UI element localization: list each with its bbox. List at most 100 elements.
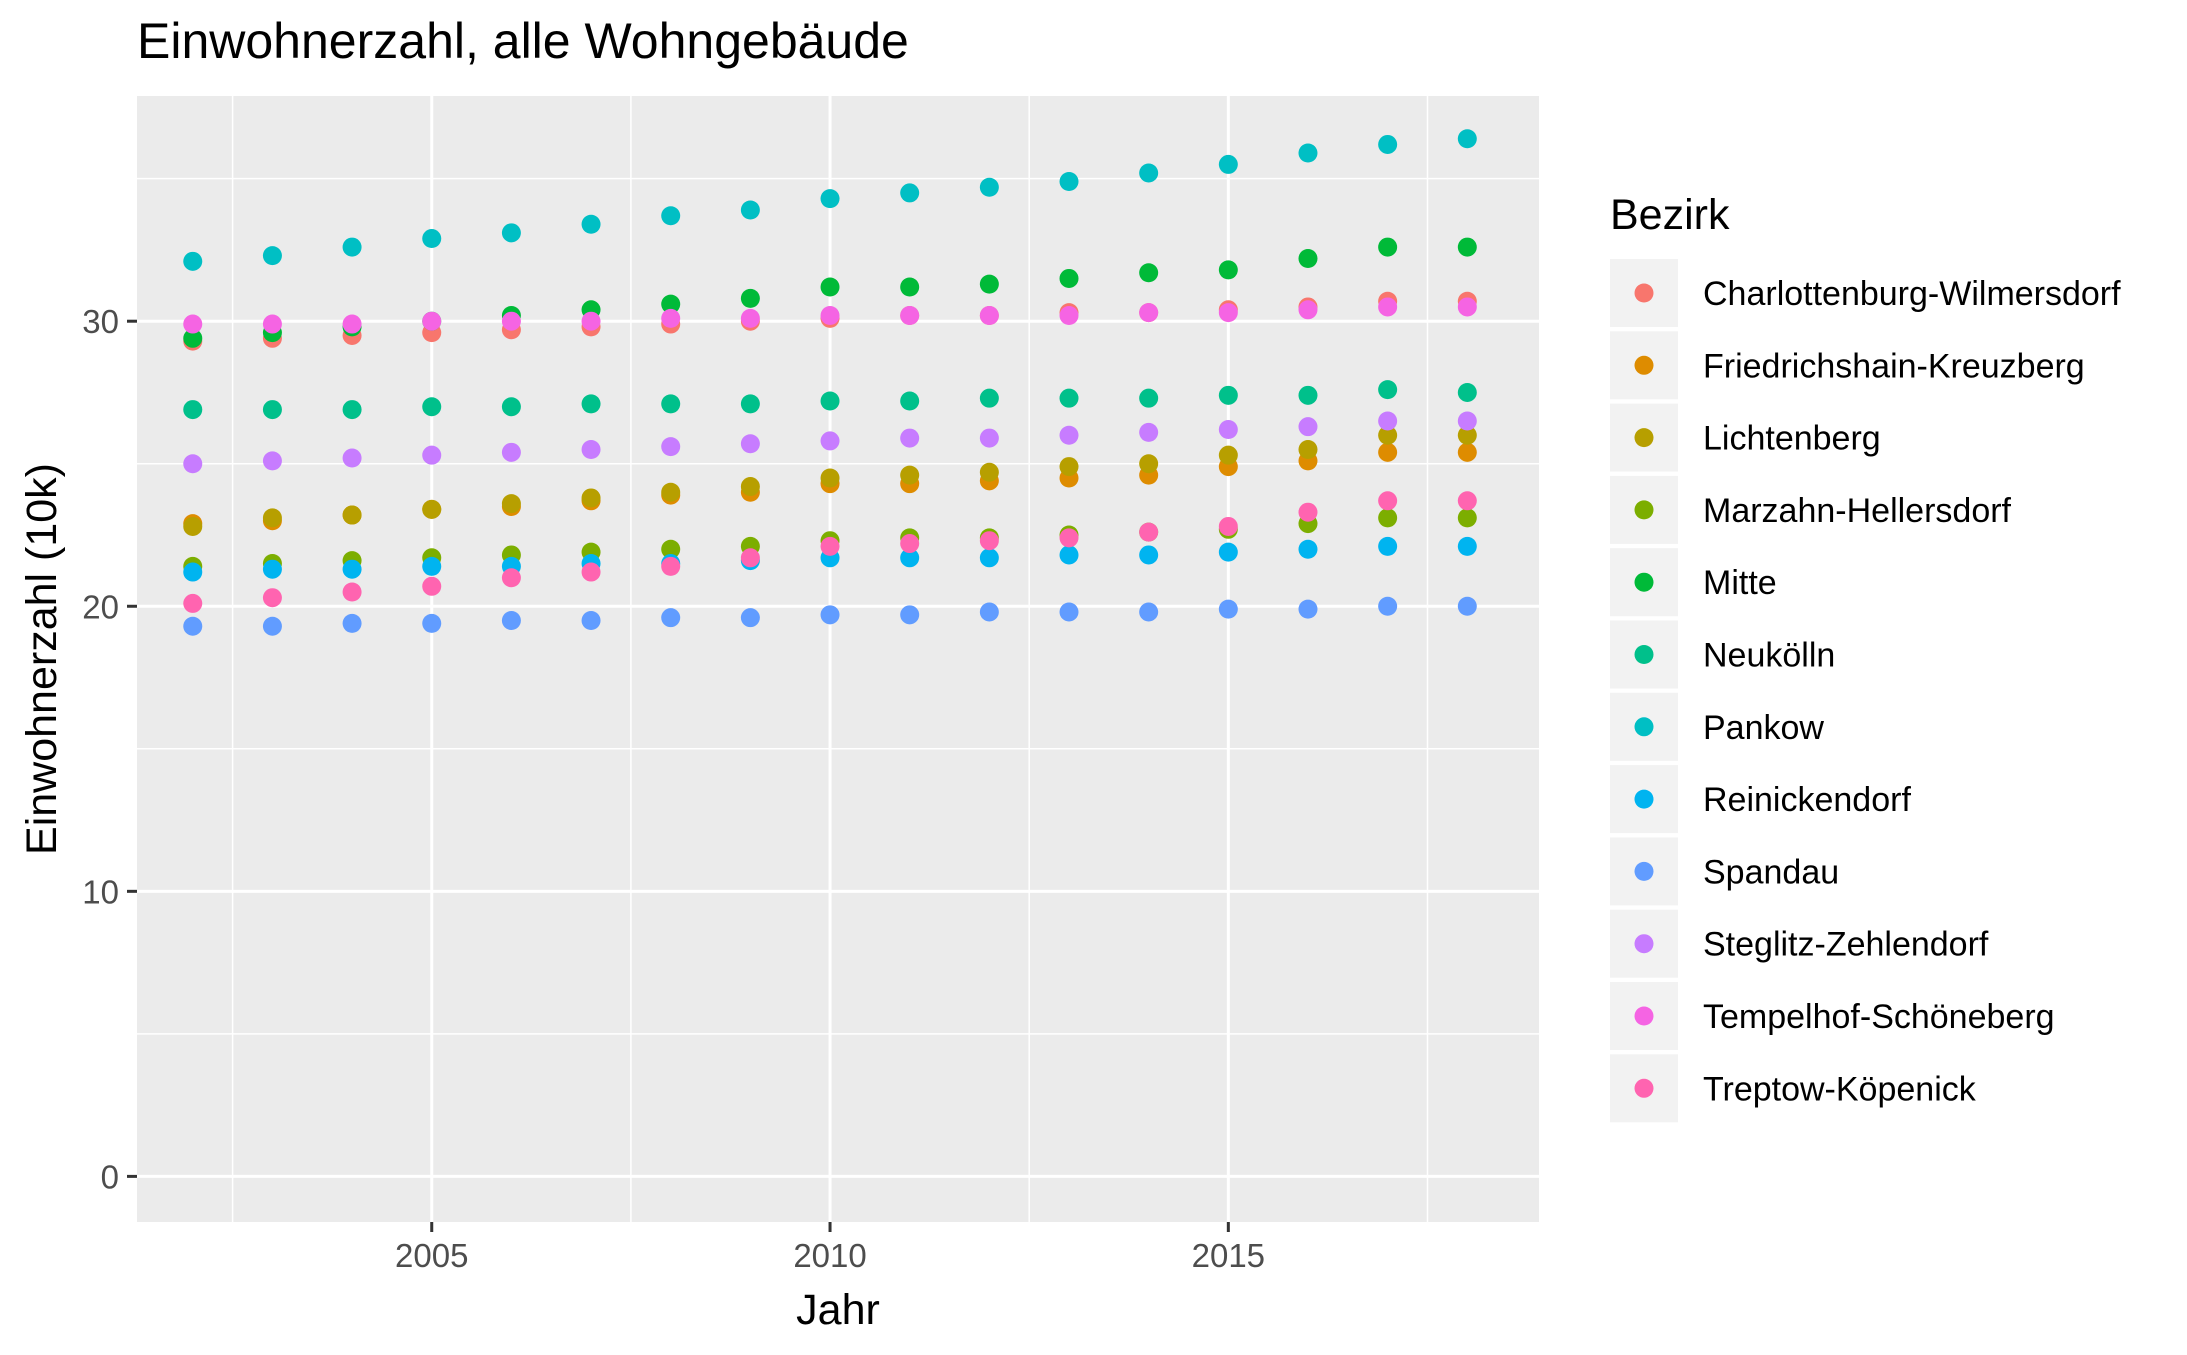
- data-point: [581, 488, 601, 508]
- legend-label: Lichtenberg: [1703, 420, 1881, 458]
- y-tick-label: 30: [82, 303, 119, 340]
- data-point: [1218, 303, 1238, 323]
- data-point: [1298, 385, 1318, 405]
- x-tick-label: 2015: [1192, 1237, 1265, 1274]
- data-point: [740, 394, 760, 414]
- data-point: [661, 394, 681, 414]
- data-point: [740, 477, 760, 497]
- data-point: [183, 328, 203, 348]
- chart-title: Einwohnerzahl, alle Wohngebäude: [137, 13, 909, 69]
- data-point: [422, 576, 442, 596]
- x-axis: 2005 2010 2015: [395, 1222, 1265, 1274]
- data-point: [979, 274, 999, 294]
- data-point: [342, 314, 362, 334]
- data-point: [262, 588, 282, 608]
- data-point: [900, 391, 920, 411]
- data-point: [342, 400, 362, 420]
- data-point: [900, 605, 920, 625]
- legend-key-point: [1634, 934, 1654, 954]
- data-point: [183, 562, 203, 582]
- data-point: [1378, 442, 1398, 462]
- data-point: [183, 516, 203, 536]
- data-point: [1457, 297, 1477, 317]
- legend-label: Marzahn-Hellersdorf: [1703, 492, 2012, 530]
- data-point: [1457, 237, 1477, 257]
- data-point: [1457, 129, 1477, 149]
- data-point: [1139, 422, 1159, 442]
- data-point: [1139, 263, 1159, 283]
- data-point: [1378, 411, 1398, 431]
- data-point: [581, 562, 601, 582]
- data-point: [740, 548, 760, 568]
- data-point: [501, 494, 521, 514]
- data-point: [262, 400, 282, 420]
- data-point: [740, 308, 760, 328]
- data-point: [262, 451, 282, 471]
- data-point: [1298, 539, 1318, 559]
- data-point: [1457, 491, 1477, 511]
- legend-label: Spandau: [1703, 853, 1839, 891]
- data-point: [342, 613, 362, 633]
- data-point: [1457, 425, 1477, 445]
- data-point: [1059, 268, 1079, 288]
- legend-label: Reinickendorf: [1703, 781, 1911, 819]
- data-point: [820, 468, 840, 488]
- data-point: [1218, 385, 1238, 405]
- data-point: [661, 206, 681, 226]
- legend-items: Charlottenburg-Wilmersdorf Friedrichshain…: [1610, 259, 2121, 1123]
- data-point: [262, 314, 282, 334]
- data-point: [900, 305, 920, 325]
- data-point: [661, 482, 681, 502]
- y-axis: 0 10 20 30: [82, 303, 137, 1195]
- data-point: [820, 605, 840, 625]
- data-point: [1139, 454, 1159, 474]
- data-point: [1139, 163, 1159, 183]
- legend-label: Charlottenburg-Wilmersdorf: [1703, 275, 2121, 313]
- data-point: [581, 611, 601, 631]
- legend: Bezirk Charlottenburg-Wilmersdorf Friedri…: [1610, 191, 2121, 1123]
- data-point: [820, 536, 840, 556]
- data-point: [1139, 303, 1159, 323]
- data-point: [501, 223, 521, 243]
- data-point: [1059, 425, 1079, 445]
- data-point: [900, 277, 920, 297]
- legend-label: Pankow: [1703, 709, 1824, 747]
- data-point: [501, 611, 521, 631]
- data-point: [262, 559, 282, 579]
- data-point: [900, 465, 920, 485]
- data-points: [183, 129, 1477, 636]
- data-point: [501, 397, 521, 417]
- data-point: [183, 251, 203, 271]
- legend-title: Bezirk: [1610, 191, 1730, 239]
- data-point: [422, 229, 442, 249]
- data-point: [1378, 425, 1398, 445]
- data-point: [979, 305, 999, 325]
- data-point: [1059, 528, 1079, 548]
- data-point: [979, 177, 999, 197]
- data-point: [1378, 380, 1398, 400]
- data-point: [1139, 522, 1159, 542]
- legend-key-point: [1634, 355, 1654, 375]
- data-point: [1457, 442, 1477, 462]
- legend-key-point: [1634, 1078, 1654, 1098]
- data-point: [422, 613, 442, 633]
- y-tick-label: 0: [101, 1158, 119, 1195]
- legend-label: Treptow-Köpenick: [1703, 1070, 1977, 1108]
- data-point: [1059, 545, 1079, 565]
- data-point: [1457, 411, 1477, 431]
- data-point: [501, 442, 521, 462]
- data-point: [501, 311, 521, 331]
- legend-key-point: [1634, 572, 1654, 592]
- data-point: [900, 534, 920, 554]
- data-point: [1139, 545, 1159, 565]
- y-tick-label: 10: [82, 873, 119, 910]
- data-point: [740, 200, 760, 220]
- data-point: [581, 439, 601, 459]
- data-point: [979, 602, 999, 622]
- data-point: [581, 394, 601, 414]
- data-point: [422, 556, 442, 576]
- x-tick-label: 2010: [793, 1237, 866, 1274]
- data-point: [1457, 508, 1477, 528]
- legend-label: Friedrichshain-Kreuzberg: [1703, 347, 2085, 385]
